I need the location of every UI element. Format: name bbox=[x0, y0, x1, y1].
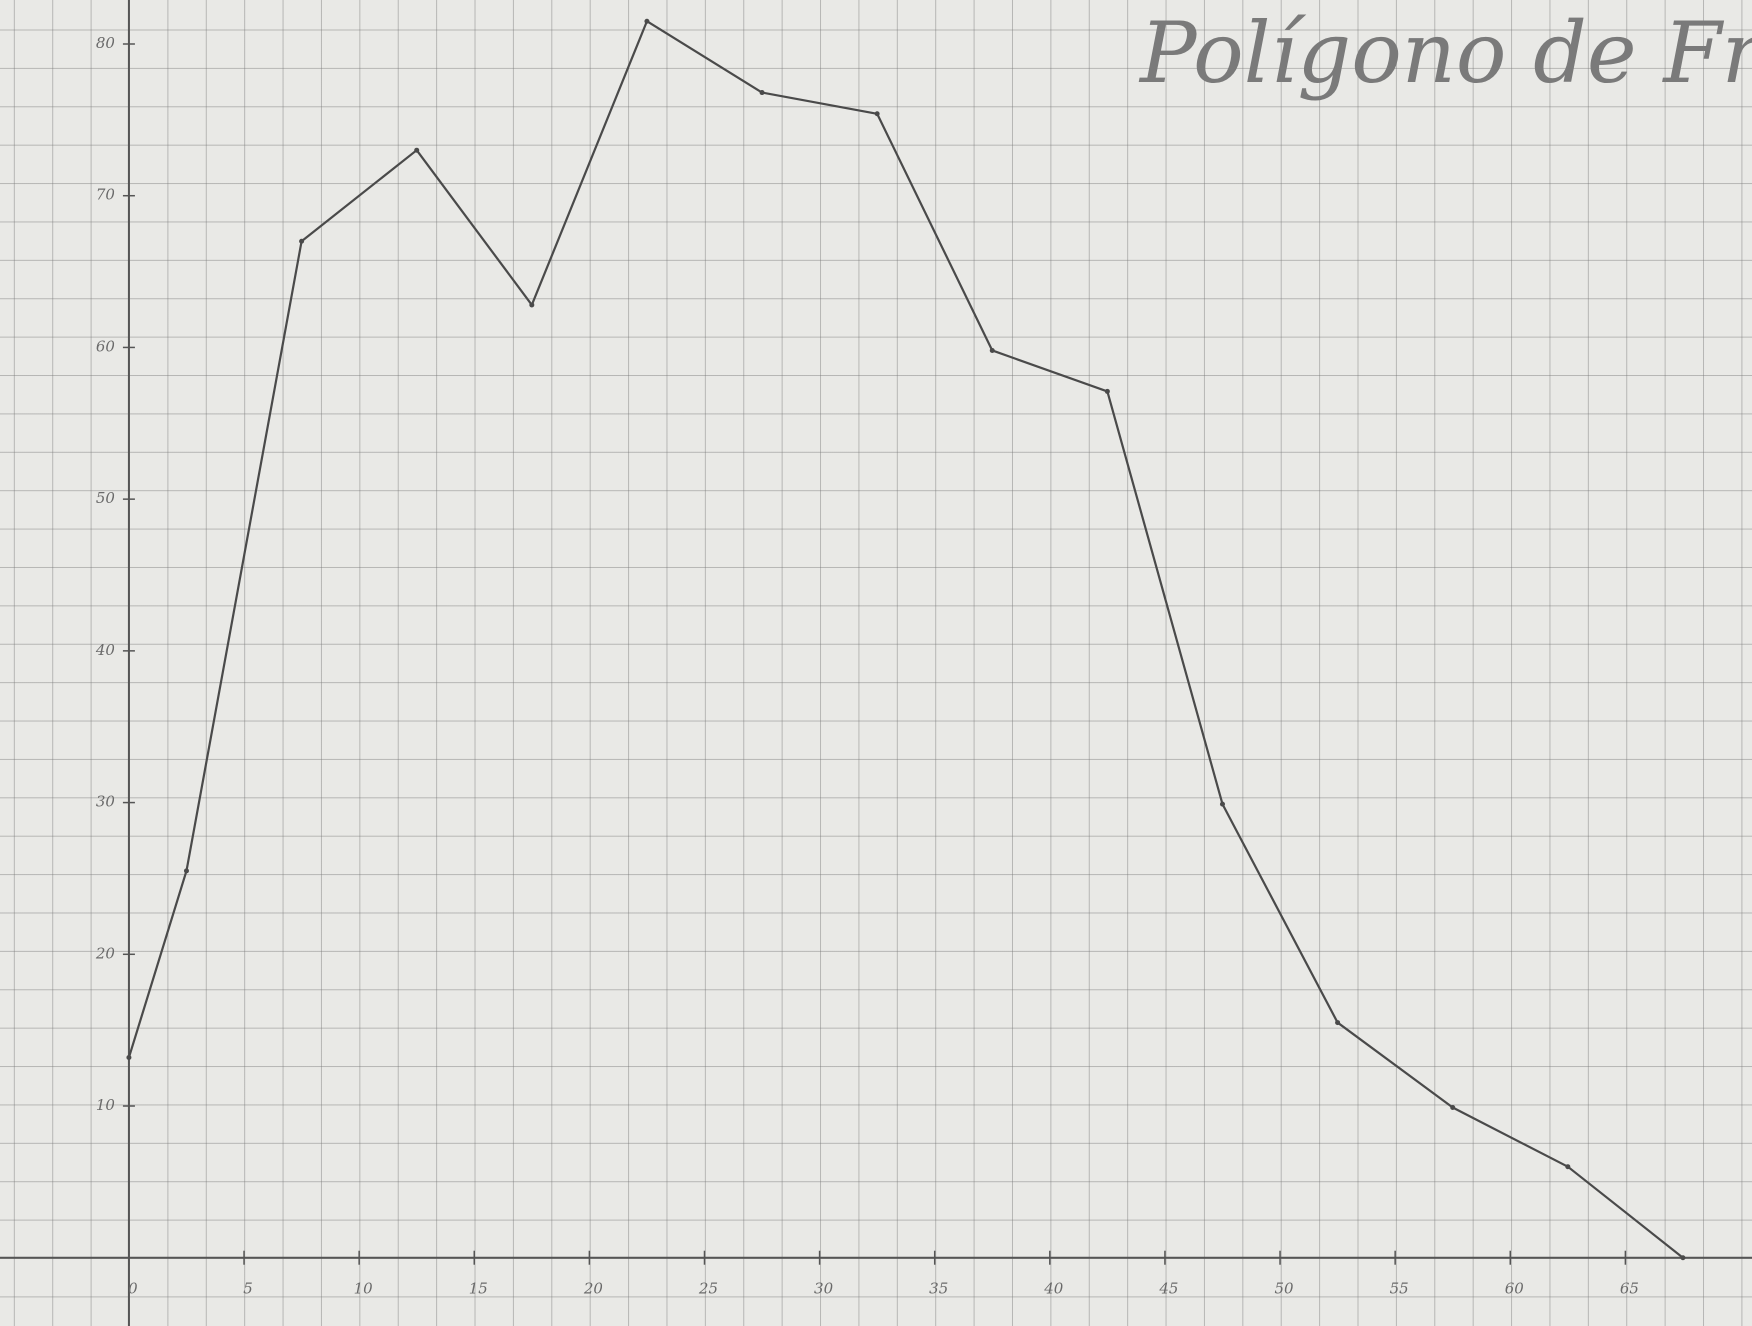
x-tick-label: 50 bbox=[1274, 1280, 1294, 1298]
x-tick-label: 40 bbox=[1043, 1280, 1064, 1298]
y-tick-label: 60 bbox=[96, 337, 116, 355]
y-tick-label: 80 bbox=[96, 34, 116, 52]
data-point bbox=[126, 1055, 131, 1060]
data-point bbox=[1450, 1105, 1455, 1110]
frequency-polygon bbox=[129, 21, 1683, 1257]
x-tick-label: 10 bbox=[354, 1280, 374, 1298]
x-tick-label: 60 bbox=[1505, 1280, 1525, 1298]
data-point bbox=[184, 868, 189, 873]
graph-paper: Polígono de Fr 0 5 10 15 20 25 30 35 40 45 50 55 60 6… bbox=[0, 0, 1752, 1326]
y-tick-label: 70 bbox=[96, 186, 116, 204]
x-tick-label: 25 bbox=[698, 1280, 718, 1298]
data-point bbox=[299, 239, 304, 244]
y-tick-label: 10 bbox=[96, 1096, 116, 1114]
data-point bbox=[875, 111, 880, 116]
data-point bbox=[1105, 389, 1110, 394]
data-point bbox=[529, 302, 534, 307]
x-tick-label: 55 bbox=[1390, 1280, 1409, 1298]
x-tick-label: 20 bbox=[583, 1280, 604, 1298]
data-point bbox=[1565, 1164, 1570, 1169]
x-tick-label: 15 bbox=[469, 1280, 488, 1298]
y-tick-label: 50 bbox=[96, 489, 116, 507]
x-tick-label: 30 bbox=[814, 1280, 834, 1298]
data-point bbox=[760, 90, 765, 95]
x-tick-label: 0 bbox=[128, 1280, 138, 1298]
y-tick-label: 40 bbox=[95, 641, 116, 659]
data-point bbox=[1220, 802, 1225, 807]
y-tick-label: 20 bbox=[95, 944, 116, 962]
data-point bbox=[1680, 1255, 1685, 1260]
data-point bbox=[414, 148, 419, 153]
chart-title: Polígono de Fr bbox=[1138, 4, 1752, 102]
x-tick-label: 45 bbox=[1158, 1280, 1178, 1298]
data-point bbox=[1335, 1020, 1340, 1025]
data-point bbox=[644, 19, 649, 24]
x-tick-label: 5 bbox=[243, 1280, 253, 1298]
y-tick-label: 30 bbox=[96, 793, 116, 811]
x-tick-label: 65 bbox=[1620, 1280, 1639, 1298]
data-point bbox=[990, 348, 995, 353]
x-tick-label: 35 bbox=[929, 1280, 948, 1298]
chart: Polígono de Fr 0 5 10 15 20 25 30 35 40 45 50 55 60 6… bbox=[0, 0, 1752, 1326]
